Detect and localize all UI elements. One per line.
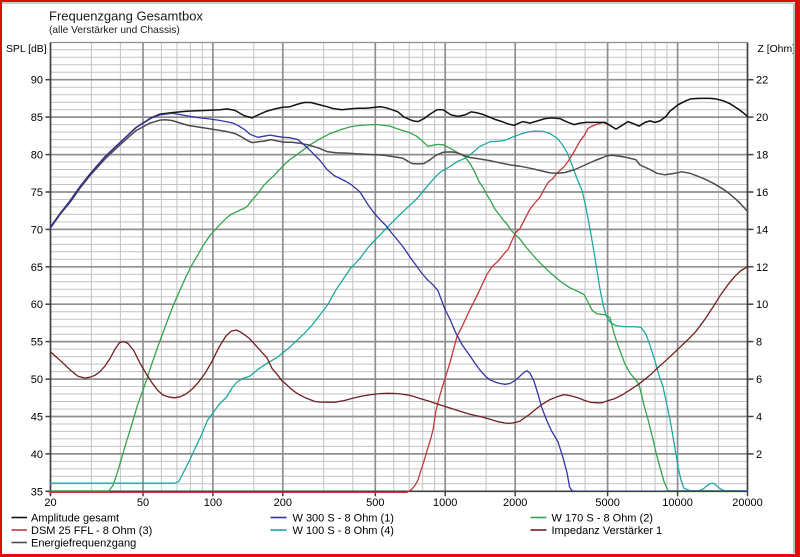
svg-text:Frequenzgang Gesamtbox: Frequenzgang Gesamtbox (49, 9, 203, 24)
svg-text:18: 18 (756, 150, 768, 162)
svg-text:W 100 S - 8 Ohm (4): W 100 S - 8 Ohm (4) (293, 525, 394, 537)
svg-text:10000: 10000 (662, 497, 693, 509)
svg-text:22: 22 (756, 75, 768, 87)
svg-text:12: 12 (756, 262, 768, 274)
svg-text:40: 40 (31, 449, 43, 461)
svg-text:Impedanz Verstärker 1: Impedanz Verstärker 1 (552, 525, 663, 537)
svg-text:4: 4 (756, 412, 762, 424)
svg-text:20: 20 (756, 112, 768, 124)
svg-text:70: 70 (31, 224, 43, 236)
svg-text:55: 55 (31, 337, 43, 349)
svg-text:Z [Ohm]: Z [Ohm] (757, 44, 795, 55)
svg-text:14: 14 (756, 224, 768, 236)
svg-text:85: 85 (31, 112, 43, 124)
svg-text:SPL [dB]: SPL [dB] (6, 44, 47, 55)
svg-text:500: 500 (366, 497, 384, 509)
svg-text:16: 16 (756, 187, 768, 199)
svg-text:50: 50 (31, 374, 43, 386)
svg-text:100: 100 (204, 497, 222, 509)
svg-text:(alle Verstärker und Chassis): (alle Verstärker und Chassis) (49, 25, 180, 36)
svg-text:DSM 25 FFL - 8 Ohm (3): DSM 25 FFL - 8 Ohm (3) (31, 525, 152, 537)
svg-text:65: 65 (31, 262, 43, 274)
svg-text:10: 10 (756, 299, 768, 311)
svg-text:200: 200 (274, 497, 292, 509)
svg-text:2: 2 (756, 449, 762, 461)
svg-text:Energiefrequenzgang: Energiefrequenzgang (31, 538, 136, 550)
svg-text:W 300 S - 8 Ohm (1): W 300 S - 8 Ohm (1) (293, 513, 394, 525)
svg-text:20: 20 (44, 497, 56, 509)
svg-text:20000: 20000 (732, 497, 763, 509)
svg-text:1000: 1000 (433, 497, 457, 509)
svg-text:Amplitude gesamt: Amplitude gesamt (31, 513, 119, 525)
svg-text:35: 35 (31, 486, 43, 498)
svg-text:90: 90 (31, 75, 43, 87)
svg-text:45: 45 (31, 412, 43, 424)
svg-text:50: 50 (137, 497, 149, 509)
svg-text:8: 8 (756, 337, 762, 349)
svg-text:6: 6 (756, 374, 762, 386)
svg-text:60: 60 (31, 299, 43, 311)
svg-text:W 170 S - 8 Ohm (2): W 170 S - 8 Ohm (2) (552, 513, 653, 525)
svg-text:75: 75 (31, 187, 43, 199)
svg-text:5000: 5000 (595, 497, 619, 509)
svg-text:80: 80 (31, 150, 43, 162)
svg-text:2000: 2000 (503, 497, 527, 509)
